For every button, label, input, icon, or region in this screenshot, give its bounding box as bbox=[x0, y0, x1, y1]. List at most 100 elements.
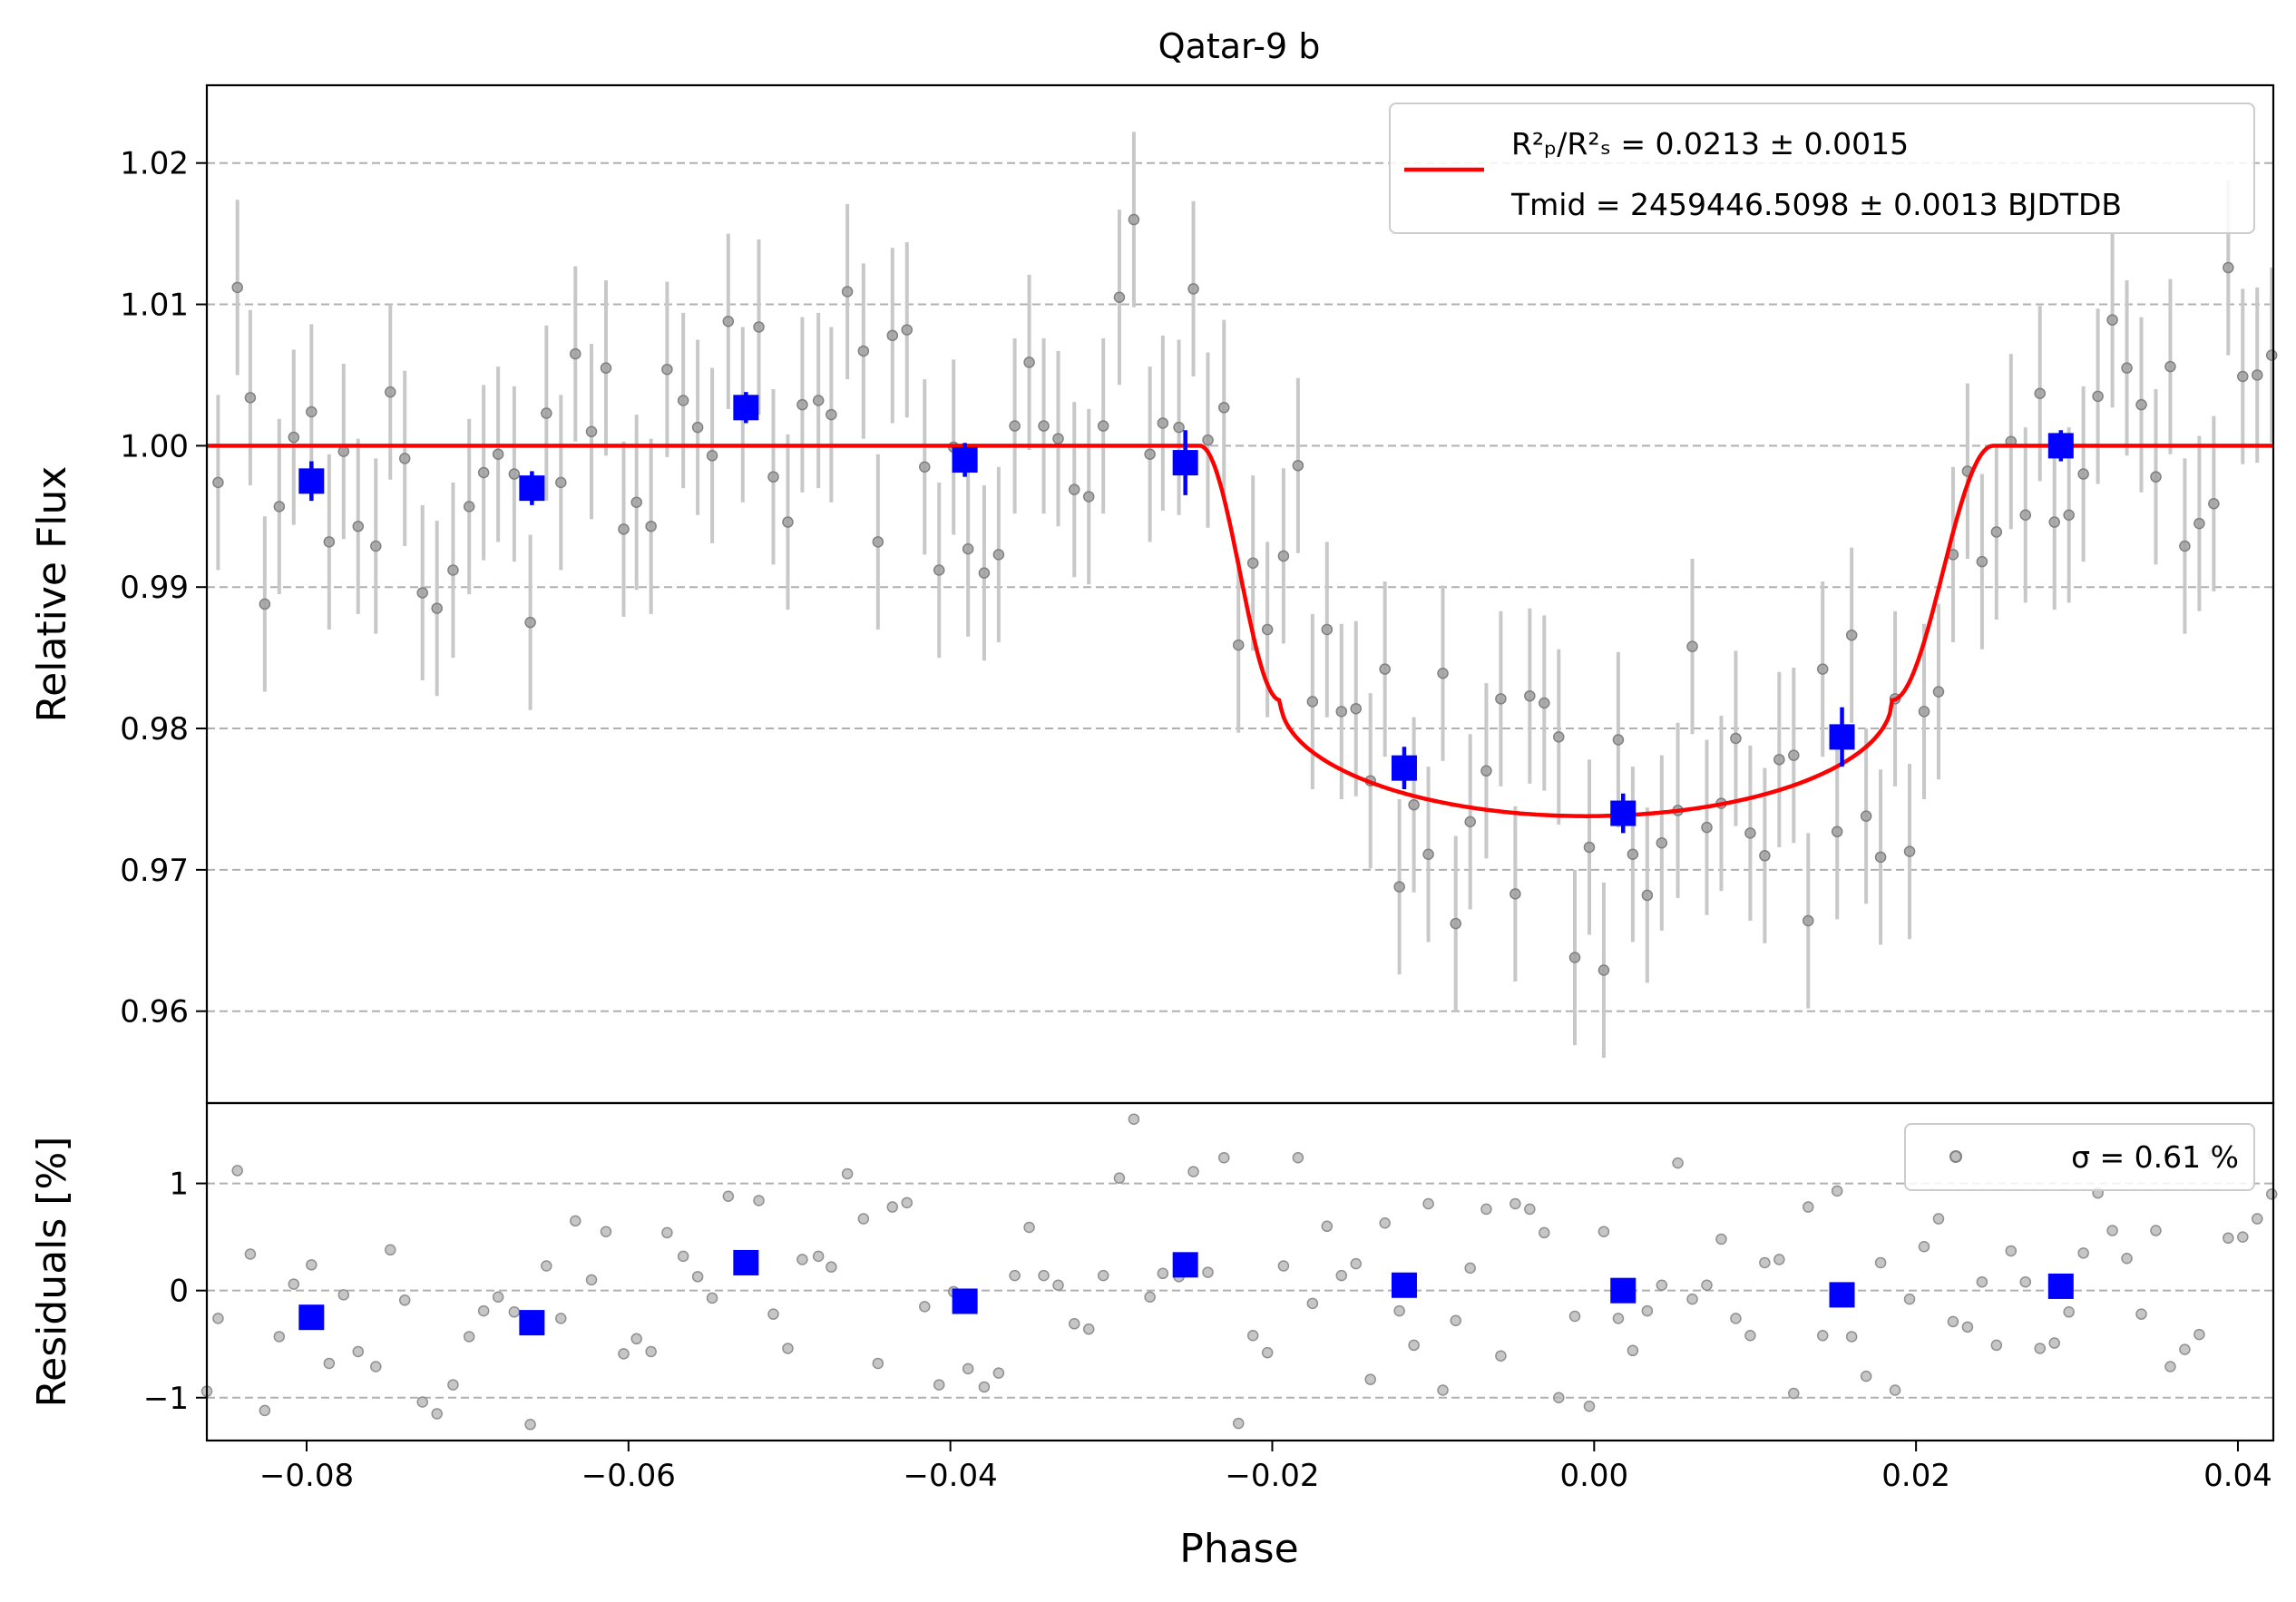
flux-point bbox=[661, 363, 673, 376]
binned-residual-point bbox=[1829, 1282, 1855, 1308]
residual-point bbox=[2121, 1252, 2133, 1265]
residual-point bbox=[2034, 1343, 2046, 1354]
residual-point bbox=[1641, 1304, 1654, 1317]
residual-point bbox=[1450, 1314, 1461, 1326]
flux-point bbox=[1976, 555, 1988, 568]
residual-point bbox=[1845, 1331, 1858, 1343]
flux-point bbox=[1568, 952, 1581, 963]
binned-flux-point bbox=[298, 468, 325, 494]
residual-point bbox=[1597, 1226, 1610, 1237]
flux-point bbox=[2106, 314, 2118, 326]
residual-point bbox=[1672, 1157, 1684, 1169]
flux-point bbox=[1173, 421, 1185, 434]
residual-point bbox=[645, 1345, 657, 1358]
residual-point bbox=[2193, 1328, 2205, 1341]
residual-point bbox=[1128, 1113, 1140, 1125]
flux-point bbox=[1128, 213, 1140, 226]
flux-point bbox=[1408, 798, 1420, 811]
residual-point bbox=[1874, 1256, 1887, 1269]
flux-point bbox=[1831, 825, 1843, 838]
residual-point bbox=[1903, 1293, 1916, 1305]
flux-point bbox=[398, 453, 411, 464]
flux-point bbox=[1069, 484, 1080, 495]
binned-flux-point bbox=[2047, 433, 2074, 459]
residual-point bbox=[1583, 1400, 1596, 1412]
residual-point bbox=[661, 1226, 673, 1239]
flux-point bbox=[796, 398, 808, 411]
binned-residual-point bbox=[1391, 1272, 1417, 1298]
flux-point bbox=[273, 501, 286, 513]
legend-radius-ratio-text: R²ₚ/R²ₛ = 0.0213 ± 0.0015 bbox=[1511, 126, 1909, 161]
flux-point bbox=[767, 471, 779, 483]
flux-point bbox=[2265, 349, 2278, 361]
binned-residual-point bbox=[1172, 1252, 1198, 1278]
flux-point bbox=[541, 407, 552, 419]
residual-point bbox=[691, 1271, 704, 1283]
flux-point bbox=[2092, 390, 2104, 403]
residual-point bbox=[1612, 1313, 1625, 1324]
flux-point bbox=[1157, 417, 1169, 429]
flux-point bbox=[857, 345, 870, 357]
binned-flux-point bbox=[1172, 450, 1198, 476]
residual-point bbox=[2150, 1225, 2162, 1236]
flux-point bbox=[1524, 689, 1536, 702]
residual-point bbox=[1422, 1197, 1434, 1210]
flux-point bbox=[826, 408, 837, 421]
binned-residual-point bbox=[298, 1304, 325, 1331]
flux-point bbox=[585, 425, 598, 438]
residual-point bbox=[1889, 1384, 1901, 1396]
residual-point bbox=[1656, 1279, 1668, 1292]
binned-flux-point bbox=[1610, 800, 1637, 826]
binned-flux-point bbox=[1829, 724, 1855, 750]
residual-point bbox=[1730, 1313, 1742, 1324]
flux-point bbox=[2034, 387, 2046, 399]
flux-point bbox=[306, 405, 318, 418]
top-y-tick-label: 0.99 bbox=[120, 570, 189, 606]
residual-point bbox=[1686, 1293, 1698, 1305]
residual-point bbox=[2063, 1306, 2075, 1318]
residual-point bbox=[244, 1248, 257, 1260]
transit-model-line bbox=[207, 444, 2273, 818]
residual-point bbox=[492, 1291, 504, 1304]
residual-point bbox=[1408, 1339, 1420, 1352]
residual-point bbox=[337, 1289, 350, 1301]
binned-residual-point bbox=[1610, 1277, 1637, 1304]
flux-point bbox=[1874, 851, 1887, 864]
residual-point bbox=[1437, 1384, 1449, 1396]
top-y-tick-label: 1.01 bbox=[120, 288, 189, 324]
residual-binned-points bbox=[298, 1249, 2074, 1336]
x-tick-label: 0.02 bbox=[1881, 1458, 1950, 1494]
residual-point bbox=[447, 1379, 459, 1391]
flux-point bbox=[492, 448, 504, 460]
residual-point bbox=[2179, 1343, 2191, 1355]
residual-point bbox=[1509, 1197, 1521, 1210]
residual-point bbox=[2077, 1247, 2089, 1259]
residual-point bbox=[2164, 1361, 2176, 1372]
residual-point bbox=[1947, 1315, 1959, 1328]
flux-point bbox=[841, 286, 854, 298]
flux-point bbox=[1023, 357, 1035, 368]
residual-point bbox=[677, 1250, 689, 1263]
flux-point bbox=[706, 450, 718, 462]
legend-sigma-text: σ = 0.61 % bbox=[2071, 1139, 2239, 1175]
residual-point bbox=[570, 1215, 581, 1227]
top-legend-box bbox=[1389, 103, 2255, 234]
flux-point bbox=[447, 564, 459, 576]
flux-point bbox=[978, 567, 991, 579]
flux-point bbox=[1627, 848, 1639, 860]
x-tick-label: −0.08 bbox=[259, 1458, 354, 1494]
flux-point bbox=[1393, 881, 1405, 893]
residual-point bbox=[2005, 1245, 2018, 1257]
residual-point bbox=[352, 1345, 365, 1358]
flux-point bbox=[2048, 516, 2060, 528]
residual-point bbox=[782, 1343, 794, 1354]
flux-point bbox=[782, 516, 794, 528]
residual-point bbox=[555, 1313, 567, 1324]
residual-point bbox=[385, 1244, 396, 1256]
bottom-x-ticks: −0.08 −0.06 −0.04 −0.02 0.00 0.02 0.04 bbox=[259, 1441, 2272, 1494]
flux-point bbox=[370, 540, 382, 552]
flux-point bbox=[992, 549, 1005, 561]
residual-point bbox=[463, 1331, 475, 1343]
